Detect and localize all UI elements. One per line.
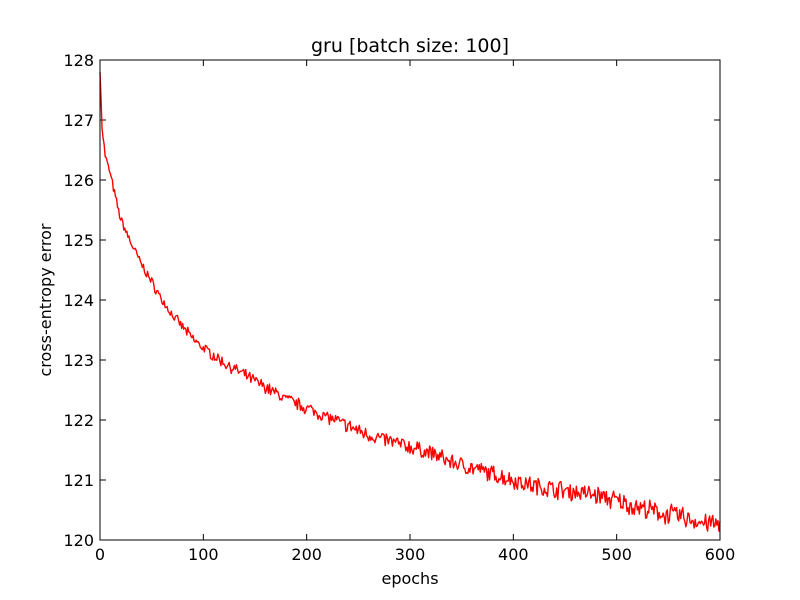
y-tick-label: 124 [63,291,94,310]
series-line [99,71,721,532]
y-tick-label: 128 [63,51,94,70]
y-tick-label: 121 [63,471,94,490]
x-axis-title: epochs [381,569,438,588]
x-tick-label: 100 [188,545,219,564]
plot-frame [99,59,721,541]
y-tick-label: 122 [63,411,94,430]
y-axis-title: cross-entropy error [36,223,55,376]
x-tick-label: 200 [291,545,322,564]
plot-area [100,60,720,540]
y-tick-label: 125 [63,231,94,250]
y-tick-label: 120 [63,531,94,550]
x-tick-label: 0 [95,545,105,564]
y-tick-label: 123 [63,351,94,370]
axis-ticks: 0 100 200 300 400 500 600 120 121 122 123 124 125 126… [63,51,735,564]
x-tick-label: 500 [601,545,632,564]
y-tick-label: 126 [63,171,94,190]
x-tick-label: 400 [498,545,529,564]
x-tick-label: 600 [705,545,736,564]
x-tick-label: 300 [395,545,426,564]
y-tick-label: 127 [63,111,94,130]
chart-title: gru [batch size: 100] [311,35,509,57]
